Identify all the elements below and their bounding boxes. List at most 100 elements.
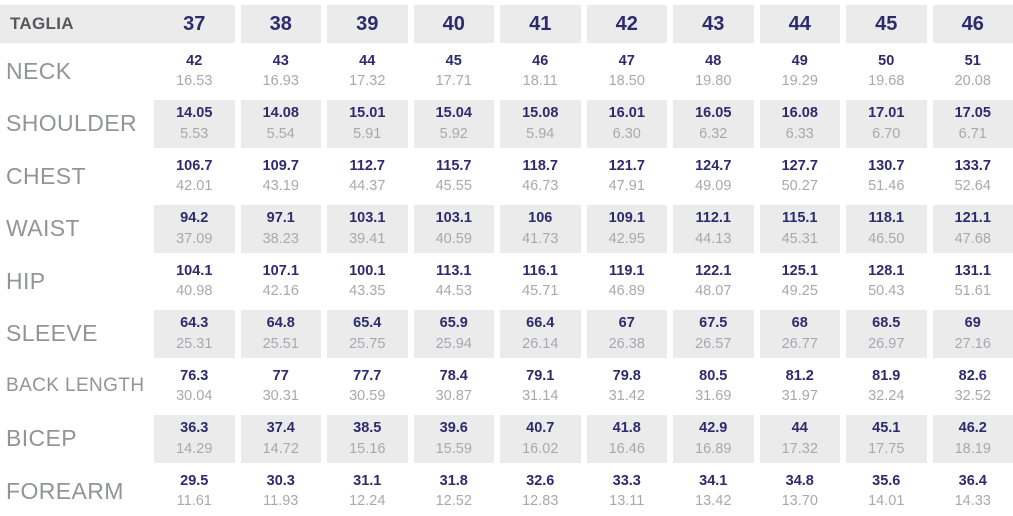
column-header-taglia: TAGLIA (0, 5, 148, 43)
row-label-back-length: BACK LENGTH (6, 375, 145, 397)
column-header-size-40: 40 (413, 5, 494, 43)
value-inches: 25.51 (262, 335, 299, 352)
value-inches: 17.32 (349, 73, 386, 90)
measurement-cell: 67 26.38 (586, 309, 667, 358)
measurement-cell: 122.1 48.07 (673, 257, 754, 306)
measurement-cell: 127.7 50.27 (760, 152, 841, 201)
measurement-cell: 65.9 25.94 (413, 309, 494, 358)
value-cm: 68 (791, 315, 808, 332)
value-cm: 44 (359, 52, 376, 69)
column-header-size-46: 46 (932, 5, 1013, 43)
value-inches: 6.32 (699, 125, 728, 142)
value-cm: 15.04 (435, 105, 472, 122)
value-cm: 133.7 (954, 157, 991, 174)
value-inches: 19.68 (868, 73, 905, 90)
value-cm: 16.08 (781, 105, 818, 122)
measurement-cell: 41.8 16.46 (586, 414, 667, 463)
measurement-cell: 15.08 5.94 (500, 99, 581, 148)
value-inches: 11.93 (263, 493, 299, 510)
value-inches: 45.55 (435, 178, 472, 195)
row-label-sleeve: SLEEVE (6, 320, 98, 347)
value-cm: 46.2 (958, 420, 987, 437)
value-cm: 118.1 (868, 210, 905, 227)
measurement-cell: 39.6 15.59 (413, 414, 494, 463)
value-cm: 106 (528, 210, 553, 227)
value-cm: 104.1 (176, 262, 213, 279)
measurement-cell: 112.1 44.13 (673, 204, 754, 253)
value-cm: 131.1 (954, 262, 991, 279)
value-inches: 31.42 (608, 388, 645, 405)
value-inches: 17.71 (435, 73, 472, 90)
value-inches: 25.31 (176, 335, 213, 352)
measurement-cell: 68 26.77 (759, 309, 840, 358)
value-cm: 77.7 (353, 367, 382, 384)
value-cm: 41.8 (612, 420, 641, 437)
value-cm: 80.5 (699, 367, 728, 384)
value-cm: 45.1 (872, 420, 901, 437)
value-cm: 48 (705, 52, 722, 69)
measurement-cell: 106.7 42.01 (154, 152, 235, 201)
column-header-size-44: 44 (759, 5, 840, 43)
measurement-cell: 44 17.32 (759, 414, 840, 463)
value-cm: 14.05 (176, 105, 213, 122)
measurement-cell: 38.5 15.16 (327, 414, 408, 463)
value-inches: 15.59 (435, 440, 472, 457)
value-inches: 45.71 (522, 283, 559, 300)
measurement-cell: 43 16.93 (241, 47, 322, 96)
value-inches: 31.69 (695, 388, 732, 405)
value-inches: 49.09 (695, 178, 732, 195)
value-inches: 42.95 (608, 230, 645, 247)
measurement-cell: 30.3 11.93 (241, 467, 322, 516)
measurement-cell: 107.1 42.16 (241, 257, 322, 306)
value-inches: 13.42 (695, 493, 732, 510)
value-cm: 121.7 (608, 157, 645, 174)
value-cm: 29.5 (180, 472, 209, 489)
measurement-cell: 40.7 16.02 (500, 414, 581, 463)
value-cm: 77 (272, 367, 289, 384)
measurement-cell: 82.6 32.52 (933, 362, 1013, 411)
value-inches: 44.53 (435, 283, 472, 300)
value-inches: 26.77 (781, 335, 818, 352)
value-inches: 5.94 (526, 125, 555, 142)
value-cm: 15.08 (522, 105, 559, 122)
measurement-cell: 34.1 13.42 (673, 467, 754, 516)
value-cm: 82.6 (958, 367, 987, 384)
value-inches: 6.70 (872, 125, 901, 142)
value-cm: 50 (878, 52, 895, 69)
column-header-size-37: 37 (154, 5, 235, 43)
measurement-cell: 33.3 13.11 (587, 467, 668, 516)
measurement-cell: 31.8 12.52 (414, 467, 495, 516)
value-inches: 47.68 (954, 230, 991, 247)
value-cm: 15.01 (349, 105, 386, 122)
value-inches: 12.52 (435, 493, 472, 510)
value-inches: 11.61 (176, 493, 212, 510)
value-inches: 5.92 (439, 125, 468, 142)
measurement-cell: 48 19.80 (673, 47, 754, 96)
measurement-cell: 16.01 6.30 (586, 99, 667, 148)
row-label-chest: CHEST (6, 162, 86, 189)
value-cm: 106.7 (176, 157, 213, 174)
value-cm: 43 (272, 52, 289, 69)
value-cm: 64.3 (180, 315, 209, 332)
measurement-cell: 45.1 17.75 (846, 414, 927, 463)
value-cm: 38.5 (353, 420, 382, 437)
measurement-cell: 103.1 40.59 (413, 204, 494, 253)
value-cm: 130.7 (868, 157, 905, 174)
value-cm: 44 (791, 420, 808, 437)
measurement-cell: 34.8 13.70 (760, 467, 841, 516)
measurement-cell: 133.7 52.64 (933, 152, 1013, 201)
value-cm: 112.1 (695, 210, 732, 227)
value-inches: 32.24 (868, 388, 905, 405)
value-cm: 116.1 (522, 262, 559, 279)
value-inches: 13.11 (609, 493, 645, 510)
value-inches: 30.31 (262, 388, 299, 405)
measurement-cell: 44 17.32 (327, 47, 408, 96)
value-cm: 35.6 (872, 472, 901, 489)
value-cm: 81.2 (785, 367, 814, 384)
value-cm: 79.8 (612, 367, 641, 384)
measurement-cell: 42.9 16.89 (673, 414, 754, 463)
measurement-cell: 115.7 45.55 (414, 152, 495, 201)
measurement-cell: 67.5 26.57 (673, 309, 754, 358)
measurement-cell: 118.7 46.73 (500, 152, 581, 201)
value-inches: 6.30 (612, 125, 641, 142)
